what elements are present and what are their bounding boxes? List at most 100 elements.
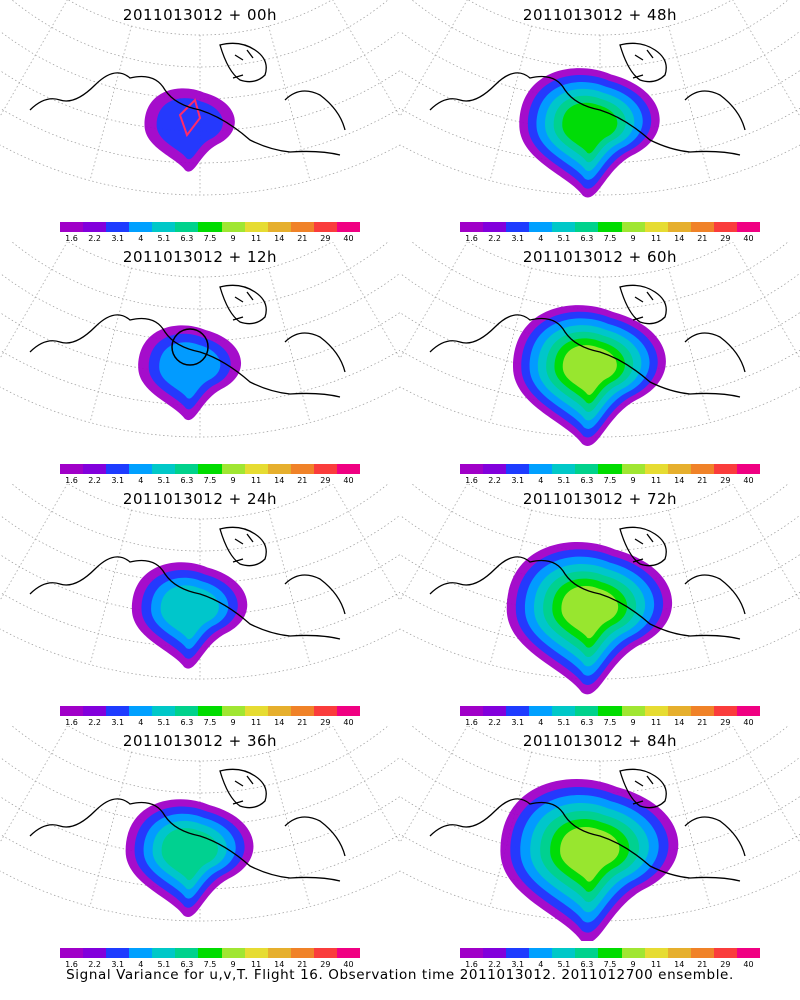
forecast-panel: 2011013012 + 12h 1.6 2.2 3.1 4 5.1 6.3 7.5 9 11 14…	[0, 242, 400, 487]
colorbar-swatch	[221, 464, 245, 474]
colorbar-tick-label: 40	[343, 960, 354, 969]
colorbar-swatch	[621, 222, 645, 232]
colorbar-swatch	[221, 948, 245, 958]
observation-region-outline	[178, 98, 202, 138]
variance-map	[400, 0, 800, 198]
colorbar-tick-label: 9	[230, 718, 236, 727]
colorbar-tick-label: 40	[343, 718, 354, 727]
colorbar-swatch	[621, 464, 645, 474]
colorbar-tick-label: 1.6	[65, 718, 78, 727]
coastlines	[429, 768, 746, 882]
colorbar	[60, 948, 361, 958]
colorbar-tick-label: 40	[743, 234, 754, 243]
forecast-panel: 2011013012 + 48h 1.6 2.2 3.1 4 5.1 6.3 7.5 9 11 14…	[400, 0, 800, 245]
colorbar-tick-label: 14	[674, 718, 685, 727]
colorbar-swatch	[529, 222, 553, 232]
forecast-panel: 2011013012 + 36h 1.6 2.2 3.1 4 5.1 6.3 7.5 9 11 14…	[0, 726, 400, 971]
colorbar-swatch	[667, 706, 691, 716]
variance-contour-6	[562, 345, 617, 395]
colorbar-tick-label: 21	[697, 234, 708, 243]
forecast-panel: 2011013012 + 72h 1.6 2.2 3.1 4 5.1 6.3 7.5 9 11 14…	[400, 484, 800, 729]
colorbar-swatch	[221, 706, 245, 716]
colorbar-swatch	[290, 948, 314, 958]
colorbar-tick-label: 6.3	[580, 718, 594, 727]
colorbar-swatch	[621, 706, 645, 716]
colorbar-tick-label: 4	[138, 960, 144, 969]
coastlines	[429, 42, 746, 156]
forecast-panel: 2011013012 + 60h 1.6 2.2 3.1 4 5.1 6.3 7.5 9 11 14…	[400, 242, 800, 487]
variance-contour-6	[561, 586, 619, 639]
colorbar-tick-label: 9	[230, 476, 236, 485]
colorbar-swatch	[60, 222, 84, 232]
colorbar-swatch	[267, 222, 291, 232]
colorbar-tick-label: 4	[138, 476, 144, 485]
variance-field	[513, 305, 666, 446]
colorbar-tick-label: 21	[297, 960, 308, 969]
colorbar-swatch	[598, 464, 622, 474]
colorbar-swatch	[529, 948, 553, 958]
variance-field	[500, 778, 679, 941]
colorbar-swatch	[506, 222, 530, 232]
colorbar-swatch	[267, 948, 291, 958]
colorbar-tick-label: 1.6	[65, 960, 78, 969]
colorbar-labels: 1.6 2.2 3.1 4 5.1 6.3 7.5 9 11 14 21 29 40	[60, 476, 360, 486]
colorbar-swatch	[313, 948, 337, 958]
panel-title: 2011013012 + 24h	[122, 490, 278, 508]
colorbar-tick-label: 6.3	[180, 960, 194, 969]
colorbar-swatch	[736, 948, 761, 958]
colorbar-tick-label: 3.1	[511, 234, 525, 243]
colorbar-tick-label: 29	[720, 718, 731, 727]
colorbar-tick-label: 11	[251, 476, 262, 485]
colorbar-swatch	[336, 222, 361, 232]
colorbar-swatch	[83, 948, 107, 958]
colorbar-tick-label: 6.3	[180, 476, 194, 485]
colorbar-tick-label: 4	[138, 234, 144, 243]
colorbar-tick-label: 14	[674, 234, 685, 243]
colorbar-tick-label: 21	[297, 718, 308, 727]
colorbar-tick-label: 1.6	[65, 476, 78, 485]
colorbar-labels: 1.6 2.2 3.1 4 5.1 6.3 7.5 9 11 14 21 29 40	[460, 960, 760, 970]
colorbar-tick-label: 1.6	[465, 476, 478, 485]
colorbar-swatch	[129, 222, 153, 232]
panel-title: 2011013012 + 84h	[522, 732, 678, 750]
colorbar-labels: 1.6 2.2 3.1 4 5.1 6.3 7.5 9 11 14 21 29 40	[460, 718, 760, 728]
colorbar-tick-label: 40	[343, 234, 354, 243]
colorbar-tick-label: 9	[630, 476, 636, 485]
colorbar-tick-label: 11	[251, 960, 262, 969]
colorbar-tick-label: 11	[251, 234, 262, 243]
colorbar-swatch	[506, 706, 530, 716]
colorbar-swatch	[60, 948, 84, 958]
coastlines	[29, 526, 346, 640]
colorbar-tick-label: 40	[743, 960, 754, 969]
colorbar	[460, 464, 761, 474]
colorbar-swatch	[575, 222, 599, 232]
colorbar-tick-label: 1.6	[465, 234, 478, 243]
colorbar-labels: 1.6 2.2 3.1 4 5.1 6.3 7.5 9 11 14 21 29 40	[460, 234, 760, 244]
coastlines	[29, 284, 346, 398]
colorbar-swatch	[690, 222, 714, 232]
variance-map	[0, 726, 400, 922]
colorbar-swatch	[460, 706, 484, 716]
colorbar-tick-label: 7.5	[203, 234, 217, 243]
panel-title: 2011013012 + 72h	[522, 490, 678, 508]
colorbar-tick-label: 21	[697, 960, 708, 969]
colorbar-tick-label: 11	[651, 234, 662, 243]
colorbar-tick-label: 9	[230, 960, 236, 969]
colorbar-tick-label: 3.1	[511, 718, 525, 727]
colorbar-tick-label: 3.1	[511, 476, 525, 485]
colorbar-swatch	[313, 464, 337, 474]
colorbar-swatch	[736, 222, 761, 232]
colorbar-swatch	[644, 948, 668, 958]
colorbar-tick-label: 2.2	[88, 718, 101, 727]
colorbar-swatch	[175, 948, 199, 958]
colorbar-tick-label: 2.2	[88, 234, 101, 243]
coastlines	[429, 284, 746, 398]
colorbar-tick-label: 6.3	[580, 234, 594, 243]
colorbar-swatch	[552, 464, 576, 474]
colorbar-tick-label: 14	[674, 476, 685, 485]
colorbar-swatch	[290, 706, 314, 716]
colorbar-swatch	[106, 948, 130, 958]
figure-caption: Signal Variance for u,v,T. Flight 16. Ob…	[66, 967, 734, 983]
colorbar-tick-label: 9	[230, 234, 236, 243]
colorbar-swatch	[506, 464, 530, 474]
